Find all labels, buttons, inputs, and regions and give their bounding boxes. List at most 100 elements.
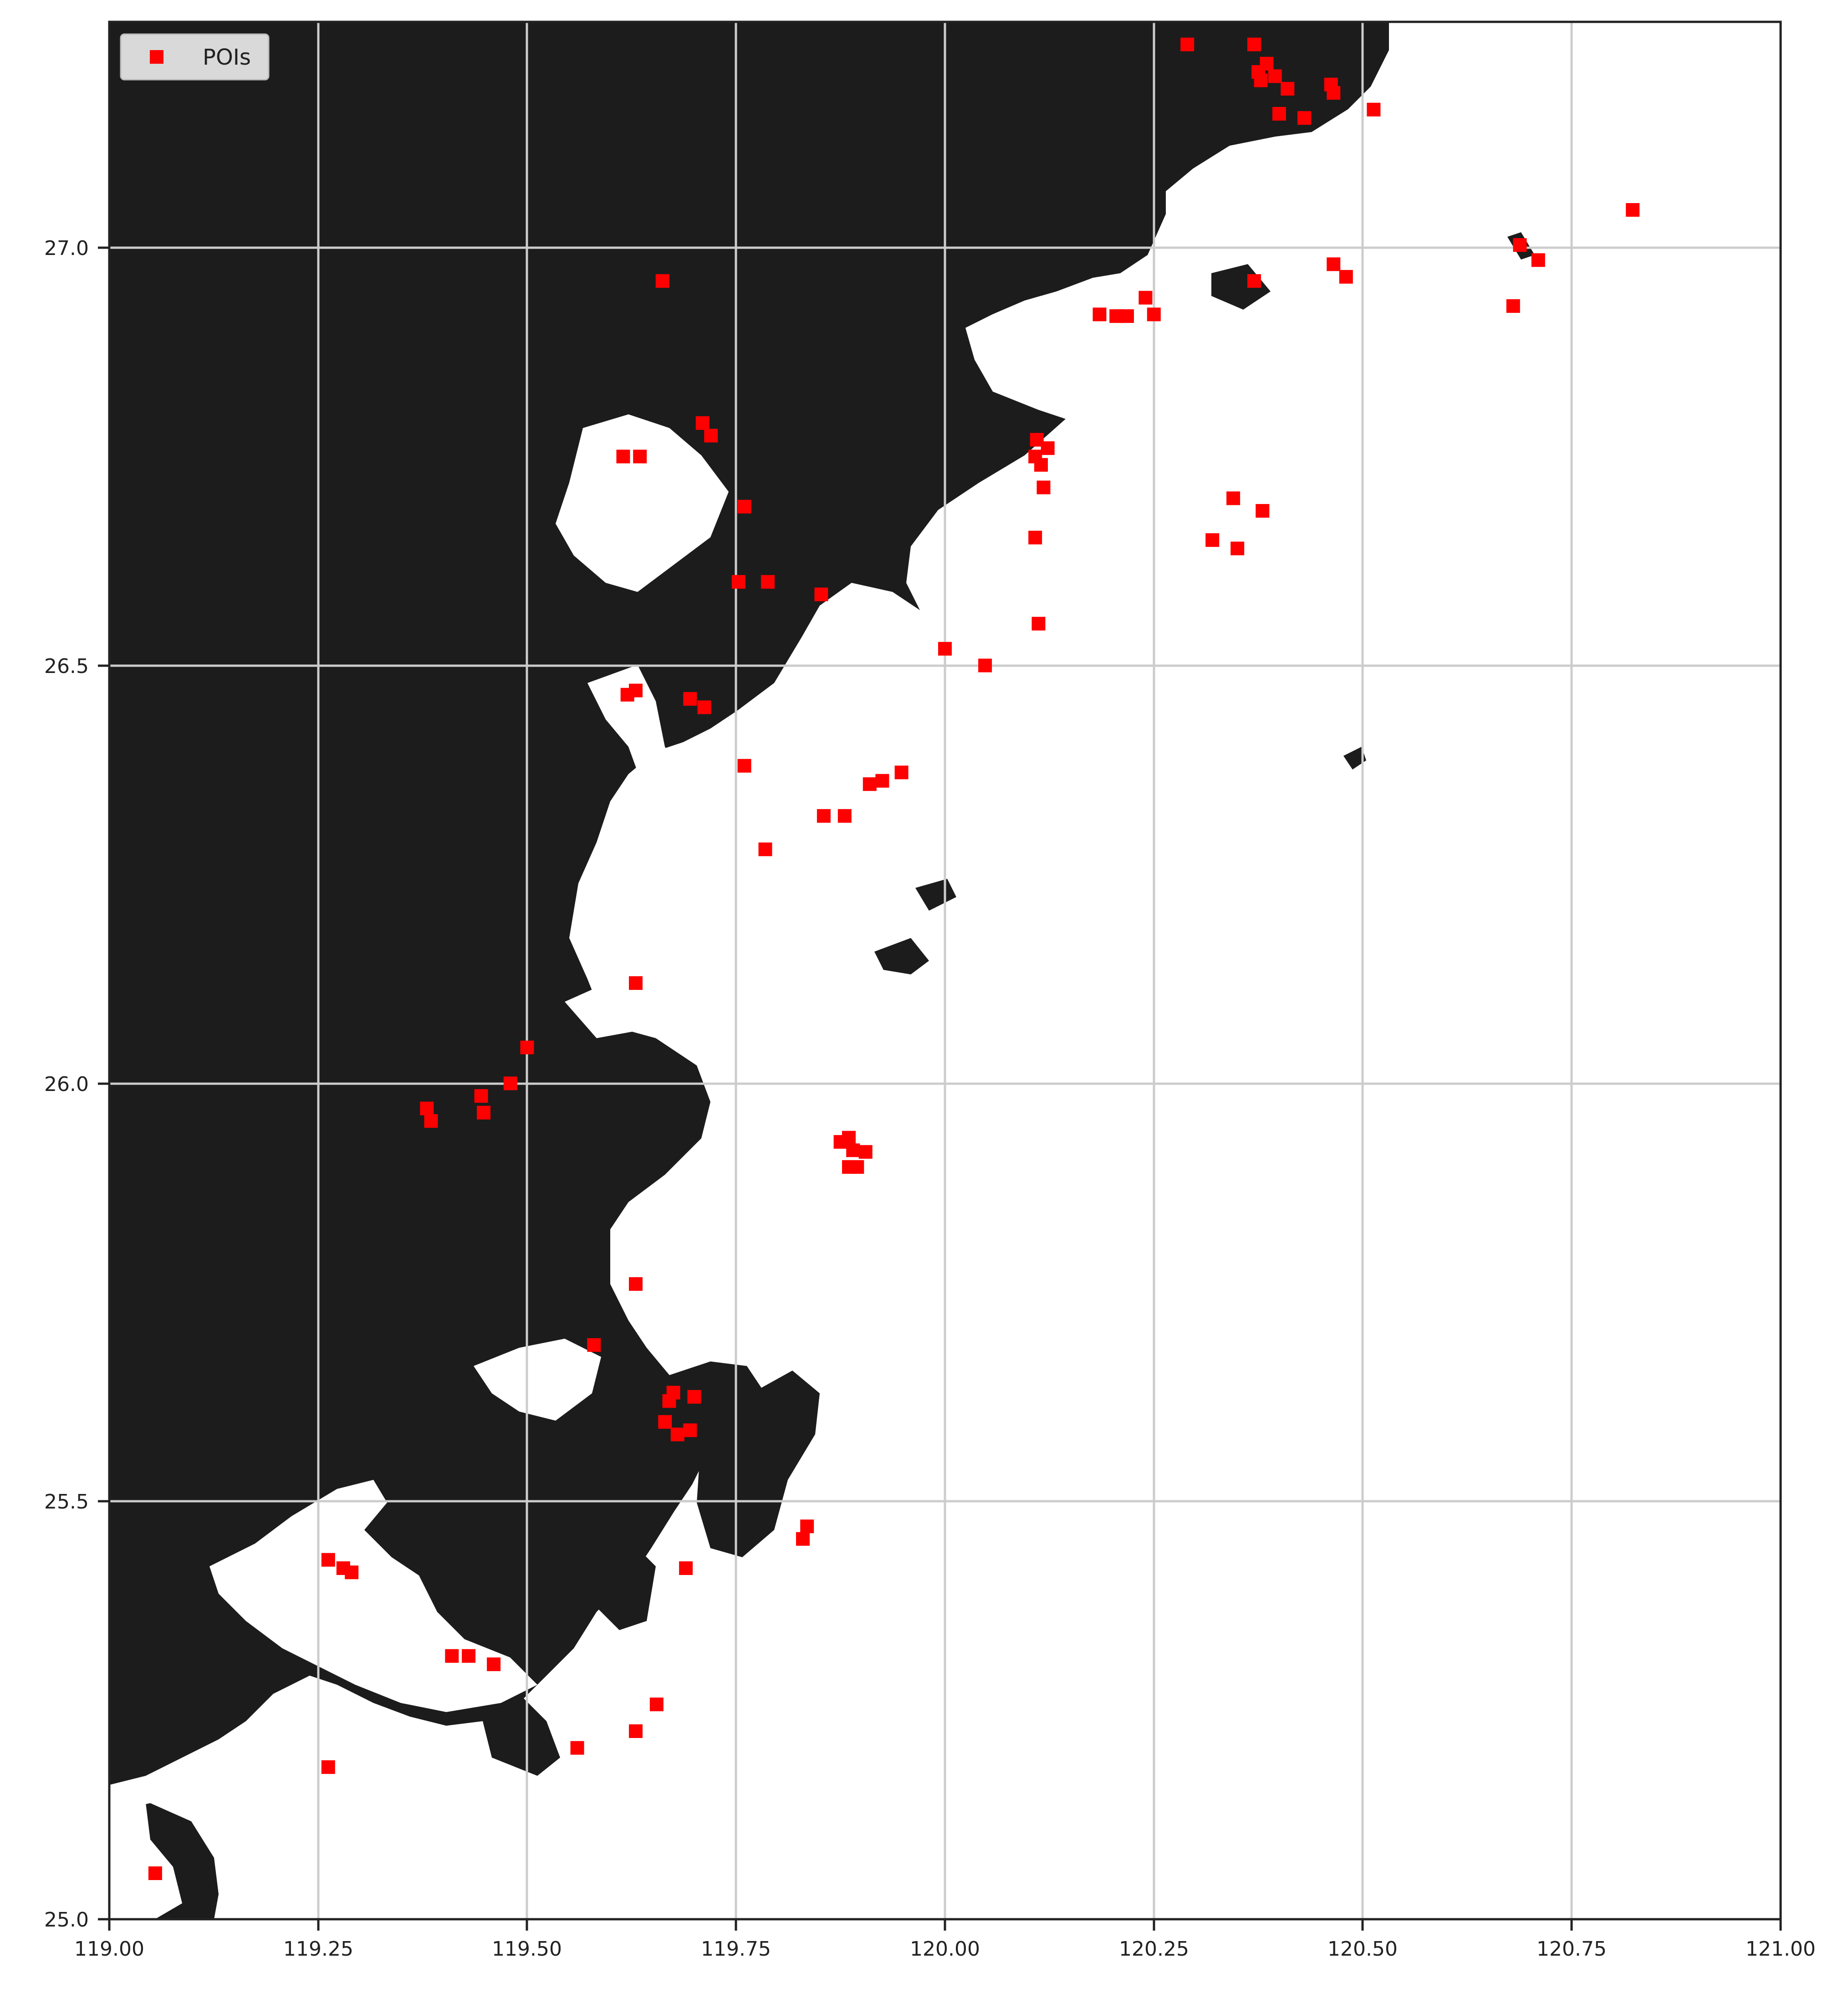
poi-marker [629,683,643,698]
legend: POIs [120,33,270,81]
poi-marker [1327,86,1341,100]
poi-marker [1036,480,1051,494]
poi-marker [462,1649,476,1663]
poi-marker [666,1386,680,1400]
gridlines [109,22,1781,1919]
ytick-label: 26.0 [44,1073,89,1096]
poi-marker [1138,291,1153,305]
inlet-white-2 [587,665,692,815]
xtick-label: 119.25 [283,1937,353,1961]
ytick-label: 26.5 [44,655,89,678]
poi-marker [837,809,852,823]
poi-marker [570,1741,584,1755]
poi-marker [817,809,831,823]
xtick-label: 120.00 [910,1937,980,1961]
xtick-label: 120.75 [1537,1937,1607,1961]
poi-marker [695,416,710,430]
xtick-label: 120.50 [1327,1937,1398,1961]
poi-marker [1028,530,1042,545]
poi-marker [658,1415,672,1429]
poi-marker [633,449,647,464]
poi-marker [846,1143,860,1157]
poi-marker [629,1724,643,1738]
poi-marker [683,1423,697,1437]
poi-marker [1092,307,1107,321]
poi-marker [649,1697,664,1712]
poi-marker [1268,69,1282,83]
poi-marker [761,575,775,589]
inlet-white-1 [556,414,729,592]
poi-marker [796,1532,810,1546]
poi-marker [737,759,751,773]
poi-marker [1034,458,1048,472]
ytick-label: 27.0 [44,237,89,260]
xtick-label: 119.50 [492,1937,562,1961]
poi-marker [1247,37,1261,51]
poi-marker [1254,73,1268,87]
poi-layer [148,37,1640,1880]
poi-marker [814,587,828,601]
island-north-2 [1343,747,1366,770]
poi-marker [1041,441,1055,455]
poi-marker [1506,299,1520,313]
poi-marker [1272,107,1286,121]
poi-marker [1120,309,1134,323]
poi-marker [1230,541,1245,556]
legend-marker-square [150,50,163,64]
ytick-label: 25.0 [44,1908,89,1932]
poi-marker [1147,307,1161,321]
inlet-white-5 [474,1339,601,1421]
poi-marker [503,1076,517,1091]
haitan-island [697,1371,820,1557]
poi-marker [1031,617,1046,631]
inlet-white-6 [109,1803,182,1919]
y-tick-labels: 25.0 25.5 26.0 26.5 27.0 [44,237,89,1932]
legend-label: POIs [203,45,251,70]
poi-marker [697,700,711,714]
poi-marker [1626,203,1640,217]
poi-marker [683,692,697,706]
poi-marker [321,1760,335,1774]
poi-marker [894,765,909,780]
poi-marker [875,774,889,788]
poi-marker [1226,491,1241,505]
poi-marker [655,274,669,288]
xtick-label: 119.75 [701,1937,771,1961]
xtick-label: 120.25 [1119,1937,1189,1961]
poi-marker [858,1145,873,1159]
poi-marker [679,1561,693,1575]
xtick-label: 121.00 [1746,1937,1816,1961]
poi-marker [477,1106,491,1120]
x-tick-labels: 119.00 119.25 119.50 119.75 120.00 120.2… [74,1937,1816,1961]
poi-marker [616,449,630,464]
poi-marker [704,428,718,443]
poi-marker [863,777,877,791]
poi-marker [687,1390,701,1404]
island-mid-1 [874,938,929,974]
tick-marks [98,246,1782,1931]
ytick-label: 25.5 [44,1490,89,1514]
poi-marker [731,575,745,589]
poi-marker [758,842,772,856]
poi-marker [737,500,751,514]
poi-marker [1247,274,1261,288]
poi-marker [148,1866,162,1880]
island-south-2 [478,1694,560,1776]
poi-marker [321,1553,335,1567]
poi-marker [978,658,992,673]
poi-marker [520,1040,534,1055]
poi-marker [1297,111,1312,125]
poi-marker [474,1089,488,1103]
poi-marker [1327,257,1341,271]
legend-box [120,33,270,81]
poi-marker [670,1427,684,1442]
poi-marker [1513,238,1527,252]
poi-marker [800,1519,814,1534]
poi-marker [1281,82,1295,96]
poi-marker [842,1131,856,1145]
poi-marker [1205,533,1220,547]
poi-marker [424,1114,438,1128]
poi-marker [1260,56,1274,71]
poi-marker [1339,270,1353,284]
